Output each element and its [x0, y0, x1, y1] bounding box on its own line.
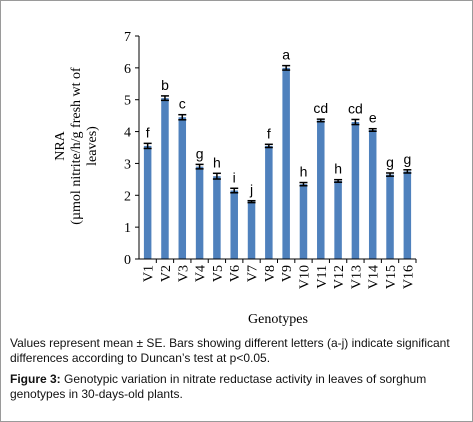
bar-v16: [403, 171, 412, 259]
bar-v12: [334, 180, 342, 259]
bar-v3: [178, 117, 187, 259]
x-tick-label: V1: [142, 265, 157, 282]
x-tick-label: V12: [332, 265, 347, 289]
x-axis: V1 V2 V3 V4 V5 V6 V7 V8 V9 V10 V11 V12 V13 V14 V15 V16: [139, 258, 417, 289]
significance-letter: b: [161, 77, 169, 93]
figure-description: Genotypic variation in nitrate reductase…: [10, 372, 427, 401]
bar-v15: [386, 174, 394, 259]
y-tick-label: 4: [124, 126, 131, 141]
y-tick-label: 2: [124, 189, 131, 204]
caption-note: Values represent mean ± SE. Bars showing…: [10, 336, 450, 365]
y-axis: 0 1 2 3 4 5 6 7: [124, 30, 140, 268]
y-tick-label: 6: [124, 62, 131, 77]
bar-v11: [317, 120, 325, 260]
x-axis-title: Genotypes: [248, 312, 308, 327]
y-tick-label: 1: [124, 221, 131, 236]
y-tick-label: 0: [124, 253, 131, 268]
significance-letter: a: [282, 47, 290, 63]
bar-v13: [351, 122, 360, 259]
x-tick-label: V11: [315, 265, 330, 289]
figure-label: Figure 3:: [10, 372, 61, 386]
x-tick-label: V10: [297, 265, 312, 289]
x-tick-label: V3: [176, 265, 191, 282]
significance-letter: h: [334, 161, 342, 177]
x-tick-label: V9: [280, 265, 295, 282]
y-axis-title-line-1: NRA: [53, 130, 68, 160]
x-tick-label: V14: [367, 265, 382, 289]
significance-letter: f: [146, 124, 150, 140]
bar-v8: [265, 145, 273, 259]
significance-letter: j: [249, 182, 253, 198]
significance-letter: g: [403, 151, 411, 167]
x-tick-label: V16: [401, 265, 416, 289]
bar-v14: [368, 129, 377, 259]
figure-caption: Values represent mean ± SE. Bars showing…: [10, 336, 462, 408]
x-tick-label: V7: [246, 265, 261, 282]
y-tick-label: 5: [124, 94, 131, 109]
bar-v6: [230, 190, 238, 259]
significance-letter: cd: [348, 100, 363, 116]
bar-v9: [282, 67, 290, 259]
bar-v5: [213, 176, 221, 259]
figure-caption-text: Figure 3: Genotypic variation in nitrate…: [10, 372, 462, 402]
x-tick-label: V15: [384, 265, 399, 289]
x-tick-label: V4: [194, 265, 209, 282]
significance-letter: f: [267, 125, 271, 141]
y-tick-label: 7: [124, 30, 131, 45]
x-tick-label: V2: [159, 265, 174, 282]
significance-letter: g: [196, 145, 204, 161]
y-axis-title-line-2: (µmol nitrite/h/g fresh wt of: [69, 67, 84, 225]
significance-letter: h: [213, 154, 221, 170]
y-axis-title: NRA (µmol nitrite/h/g fresh wt of leaves…: [53, 67, 100, 225]
bar-v1: [143, 145, 152, 259]
significance-letter: g: [386, 154, 394, 170]
significance-letter: i: [233, 169, 236, 185]
bar-v10: [299, 184, 308, 259]
significance-letter: h: [300, 164, 308, 180]
bar-chart: NRA (µmol nitrite/h/g fresh wt of leaves…: [53, 30, 417, 327]
x-tick-label: V6: [228, 265, 243, 282]
significance-letter: c: [179, 96, 186, 112]
bar-v2: [161, 98, 169, 259]
x-tick-label: V13: [349, 265, 364, 289]
x-tick-label: V5: [211, 265, 226, 282]
significance-letter: e: [369, 110, 377, 126]
x-tick-label: V8: [263, 265, 278, 282]
bar-v7: [247, 201, 256, 259]
y-axis-title-line-3: leaves): [85, 126, 100, 166]
significance-letter: cd: [313, 100, 328, 116]
bar-v4: [195, 166, 204, 259]
y-tick-label: 3: [124, 157, 131, 172]
